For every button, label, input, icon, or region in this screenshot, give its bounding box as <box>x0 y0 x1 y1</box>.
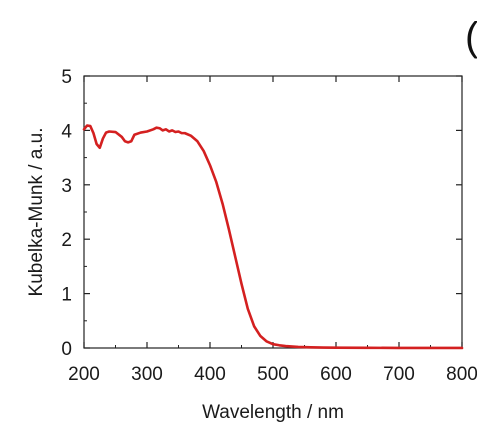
plot-frame <box>83 75 463 349</box>
x-tick-label: 800 <box>446 364 477 385</box>
x-tick-label: 400 <box>194 364 226 385</box>
x-tick-label: 500 <box>257 364 289 385</box>
series-line <box>82 124 464 350</box>
x-tick-labels: 200 300 400 500 600 700 800 <box>68 364 477 385</box>
y-tick-labels: 0 1 2 3 4 5 <box>61 67 72 360</box>
x-tick-label: 600 <box>320 364 352 385</box>
y-tick-label: 2 <box>61 230 72 251</box>
y-tick-label: 3 <box>61 176 72 197</box>
y-tick-label: 4 <box>61 121 72 142</box>
x-tick-label: 700 <box>383 364 415 385</box>
ticks <box>83 75 463 349</box>
corner-glyph: ( <box>465 15 477 59</box>
x-tick-label: 300 <box>131 364 163 385</box>
y-tick-label: 5 <box>61 67 72 88</box>
y-axis-title: Kubelka-Munk / a.u. <box>26 128 47 297</box>
y-tick-label: 0 <box>61 339 72 360</box>
x-axis-title: Wavelength / nm <box>202 402 344 423</box>
y-tick-label: 1 <box>61 285 72 306</box>
x-tick-label: 200 <box>68 364 100 385</box>
